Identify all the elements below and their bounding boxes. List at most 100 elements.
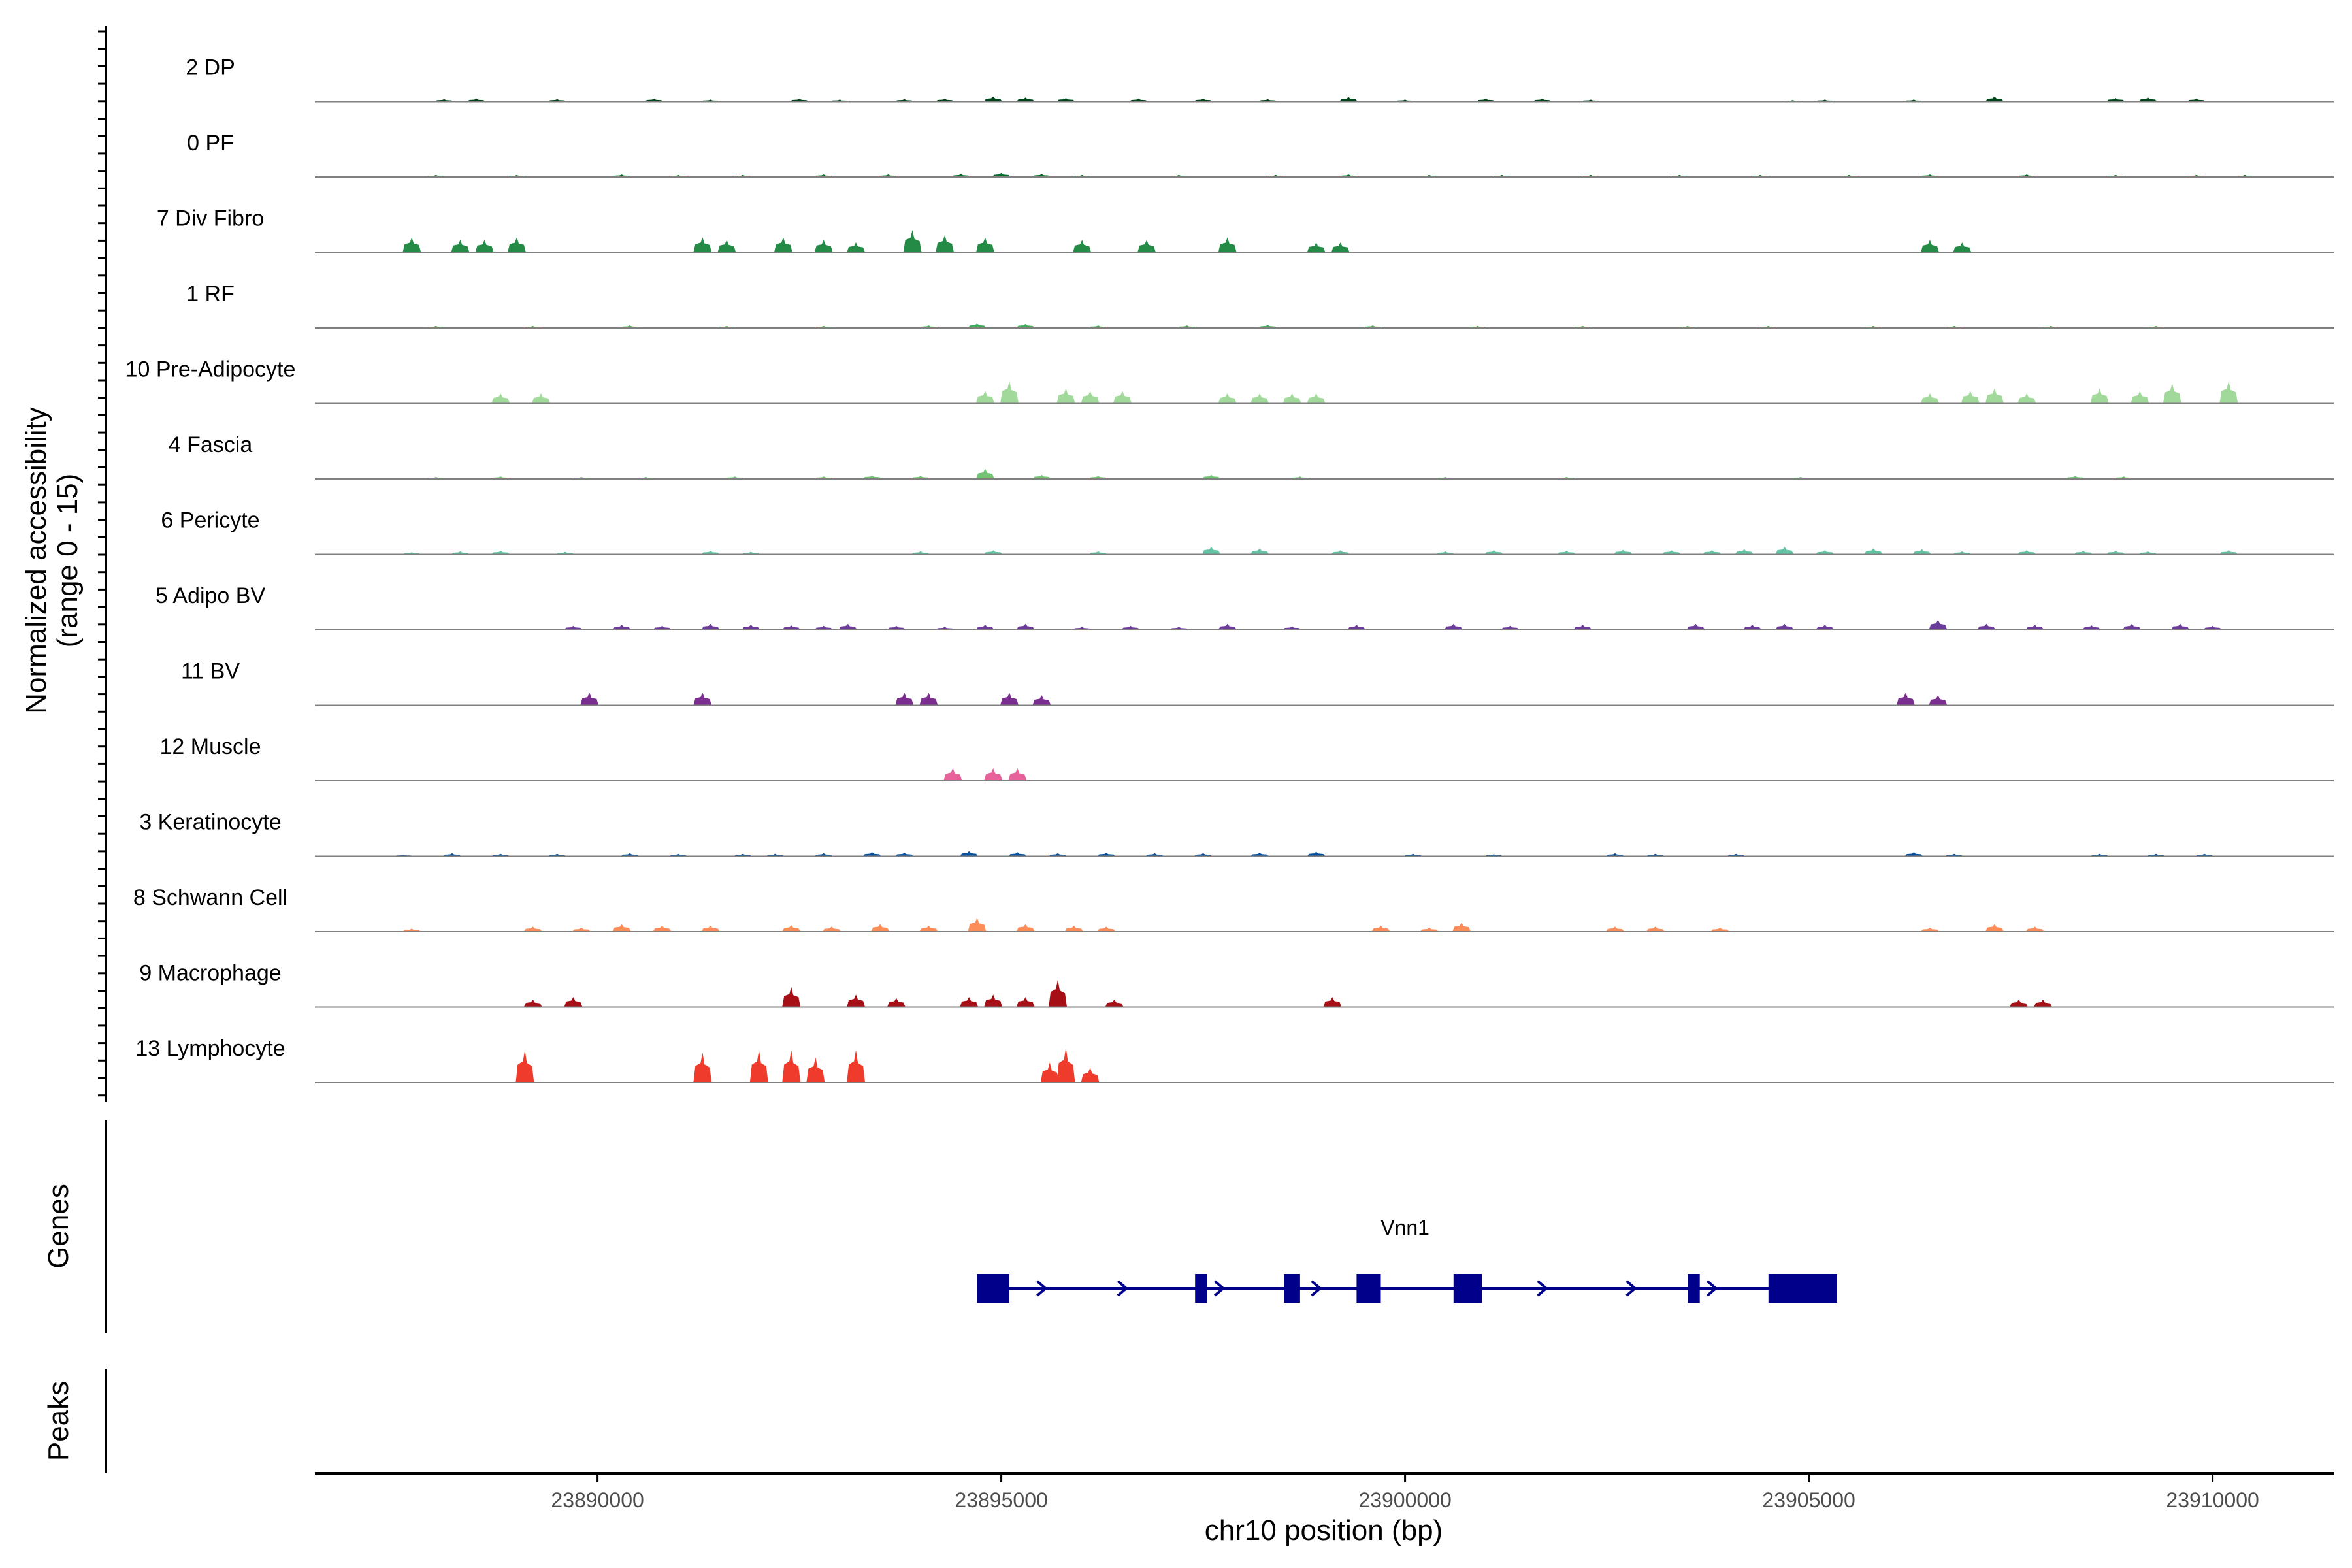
coverage-peak <box>1339 97 1358 102</box>
track-label: 11 BV <box>181 659 240 684</box>
coverage-peak <box>1929 619 1948 630</box>
coverage-peak <box>806 1057 825 1083</box>
coverage-peak <box>1250 393 1269 404</box>
coverage-peak <box>975 237 994 253</box>
coverage-peak <box>1145 853 1164 857</box>
coverage-peak <box>2025 625 2044 630</box>
coverage-peak <box>1008 852 1027 857</box>
strand-arrow <box>1537 1280 1548 1297</box>
peaks-panel-label: Peaks <box>42 1381 74 1461</box>
coverage-peak <box>1282 393 1301 404</box>
x-axis-tick-label: 23905000 <box>1762 1488 1855 1512</box>
x-axis-tick-label: 23895000 <box>955 1488 1047 1512</box>
gene-annotations: Vnn1 <box>977 1216 1837 1303</box>
gene-exon <box>1356 1274 1381 1303</box>
coverage-peak <box>1573 625 1592 630</box>
coverage-peak <box>1040 1062 1059 1083</box>
coverage-peak <box>1533 98 1552 102</box>
coverage-peak <box>862 852 881 857</box>
x-axis-label: chr10 position (bp) <box>1205 1514 1443 1546</box>
coverage-peak <box>1081 391 1100 404</box>
coverage-peak <box>1113 391 1132 404</box>
coverage-peak <box>1307 393 1326 404</box>
coverage-peak <box>451 240 470 253</box>
coverage-peak <box>936 98 955 102</box>
coverage-peak <box>1816 625 1835 630</box>
coverage-peak <box>984 994 1003 1007</box>
coverage-peak <box>1420 927 1439 932</box>
coverage-peak <box>1016 623 1035 630</box>
coverage-peak <box>693 237 712 253</box>
x-axis-tick-label: 23890000 <box>551 1488 644 1512</box>
coverage-peak <box>1953 242 1972 253</box>
coverage-peak <box>1218 393 1237 404</box>
coverage-peak <box>1049 853 1068 857</box>
coverage-peak <box>402 928 421 932</box>
coverage-peak <box>1056 388 1075 404</box>
coverage-peak <box>2203 625 2222 630</box>
coverage-peak <box>1557 551 1576 555</box>
coverage-peak <box>919 925 938 932</box>
coverage-peak <box>1606 853 1624 857</box>
coverage-peak <box>984 96 1003 102</box>
x-axis-tick-label: 23910000 <box>2166 1488 2259 1512</box>
coverage-peak <box>1000 380 1019 404</box>
coverage-peak <box>2138 97 2157 102</box>
genomic-position-x-axis: 23890000 23895000 23900000 23905000 23910000 <box>315 1472 2334 1512</box>
coverage-peak <box>1250 548 1269 555</box>
coverage-peak <box>1477 98 1495 102</box>
coverage-peak <box>645 98 664 102</box>
coverage-peak <box>491 551 510 555</box>
coverage-peak <box>1735 549 1754 555</box>
coverage-peak <box>1016 97 1035 102</box>
track: 8 Schwann Cell <box>133 885 2334 932</box>
coverage-peak <box>960 997 979 1007</box>
coverage-peak <box>1686 623 1705 630</box>
coverage-peak <box>2171 623 2190 630</box>
coverage-peak <box>1016 924 1035 932</box>
coverage-peak <box>717 240 736 253</box>
track-label: 0 PF <box>187 131 234 155</box>
coverage-peak <box>1202 474 1220 479</box>
coverage-peak <box>1032 174 1051 177</box>
coverage-peak <box>895 853 914 857</box>
coverage-peak <box>984 550 1003 555</box>
coverage-peak <box>1452 923 1471 932</box>
coverage-peak <box>2017 550 2036 555</box>
coverage-peak <box>1816 550 1835 555</box>
coverage-peak <box>1921 393 1939 404</box>
coverage-peak <box>1032 695 1051 706</box>
coverage-peak <box>2106 551 2125 555</box>
coverage-peak <box>742 625 760 630</box>
coverage-peak <box>1202 547 1220 555</box>
coverage-peak <box>968 323 987 328</box>
coverage-peak <box>1912 549 1931 555</box>
track-label: 7 Div Fibro <box>157 206 264 231</box>
strand-arrow <box>1625 1280 1637 1297</box>
coverage-peak <box>572 927 591 932</box>
coverage-peak <box>532 393 551 404</box>
coverage-peak <box>1444 623 1463 630</box>
coverage-peak <box>612 924 631 932</box>
track-label: 10 Pre-Adipocyte <box>125 357 296 382</box>
coverage-peak <box>887 625 906 630</box>
coverage-peak <box>1032 474 1051 479</box>
coverage-peak <box>1985 388 2004 404</box>
coverage-peak <box>1194 853 1213 857</box>
coverage-peak <box>1258 325 1277 328</box>
coverage-peak <box>1662 550 1681 555</box>
coverage-peak <box>1904 852 1923 857</box>
track-label: 2 DP <box>186 56 235 80</box>
coverage-peak <box>612 625 631 630</box>
coverage-peak <box>1323 997 1342 1007</box>
gene-model: Vnn1 <box>977 1216 1837 1303</box>
coverage-peak <box>451 551 470 555</box>
track: 12 Muscle <box>160 734 2334 781</box>
coverage-peak <box>984 768 1003 781</box>
coverage-peak <box>847 994 866 1007</box>
coverage-peak <box>1371 925 1390 932</box>
coverage-peak <box>2034 1000 2052 1007</box>
coverage-peak <box>2219 550 2238 555</box>
coverage-peak <box>2017 393 2036 404</box>
coverage-peak <box>402 237 421 253</box>
